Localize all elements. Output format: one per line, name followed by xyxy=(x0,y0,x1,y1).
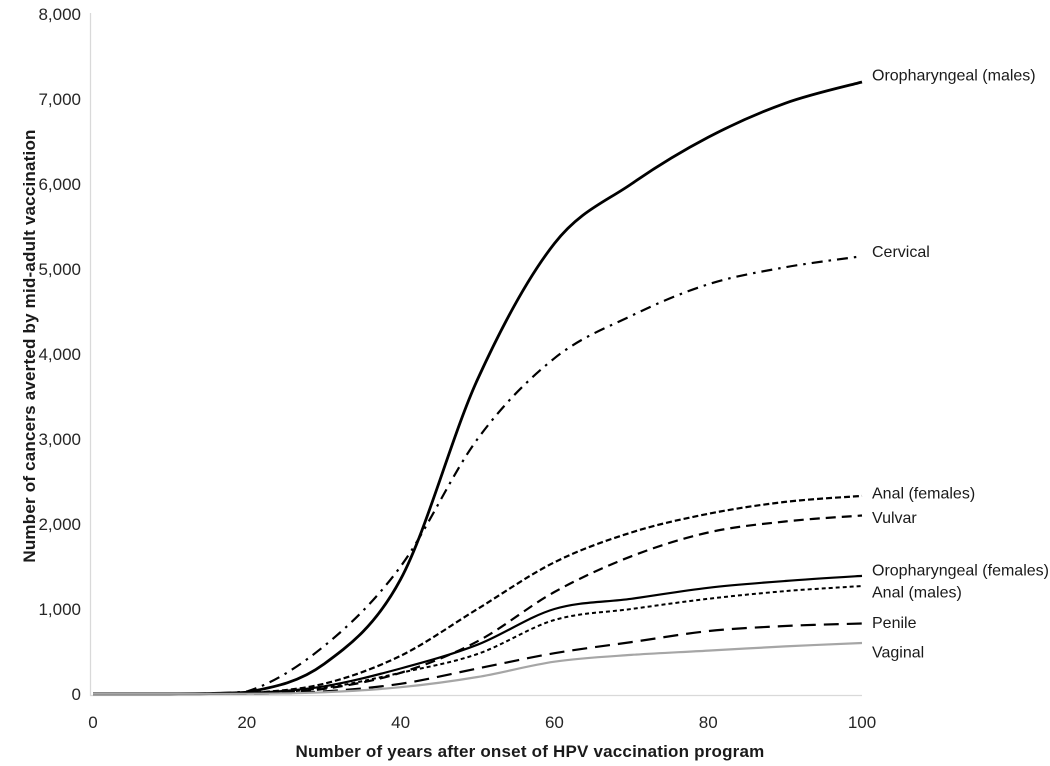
series-line-2 xyxy=(92,255,863,695)
y-tick-label: 2,000 xyxy=(38,515,81,534)
series-label: Anal (males) xyxy=(872,585,962,602)
y-tick-label: 1,000 xyxy=(38,600,81,619)
series-label: Cervical xyxy=(872,244,930,261)
series-line-8 xyxy=(92,641,863,695)
series-label: Oropharyngeal (males) xyxy=(872,68,1036,85)
x-tick-label: 100 xyxy=(848,713,876,732)
series-label: Anal (females) xyxy=(872,486,975,503)
y-axis-title: Number of cancers averted by mid-adult v… xyxy=(20,129,39,563)
series-label: Vaginal xyxy=(872,645,924,662)
x-tick-label: 60 xyxy=(545,713,564,732)
series-line-7 xyxy=(92,622,863,695)
series-line-6 xyxy=(92,585,863,695)
y-tick-label: 8,000 xyxy=(38,5,81,24)
series-label: Oropharyngeal (females) xyxy=(872,562,1049,579)
y-tick-label: 5,000 xyxy=(38,260,81,279)
series-line-1 xyxy=(92,80,863,696)
y-tick-label: 3,000 xyxy=(38,430,81,449)
y-tick-label: 0 xyxy=(72,685,81,704)
series-label: Vulvar xyxy=(872,510,917,527)
x-axis-title: Number of years after onset of HPV vacci… xyxy=(295,742,765,761)
series-label: Penile xyxy=(872,615,917,632)
x-tick-label: 80 xyxy=(699,713,718,732)
y-tick-label: 6,000 xyxy=(38,175,81,194)
x-tick-label: 20 xyxy=(237,713,256,732)
x-tick-label: 0 xyxy=(88,713,97,732)
x-tick-label: 40 xyxy=(391,713,410,732)
y-tick-label: 7,000 xyxy=(38,90,81,109)
y-tick-label: 4,000 xyxy=(38,345,81,364)
series-line-4 xyxy=(92,514,863,695)
